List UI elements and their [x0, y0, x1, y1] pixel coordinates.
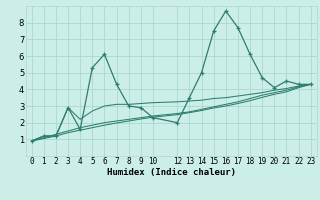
X-axis label: Humidex (Indice chaleur): Humidex (Indice chaleur)	[107, 168, 236, 177]
